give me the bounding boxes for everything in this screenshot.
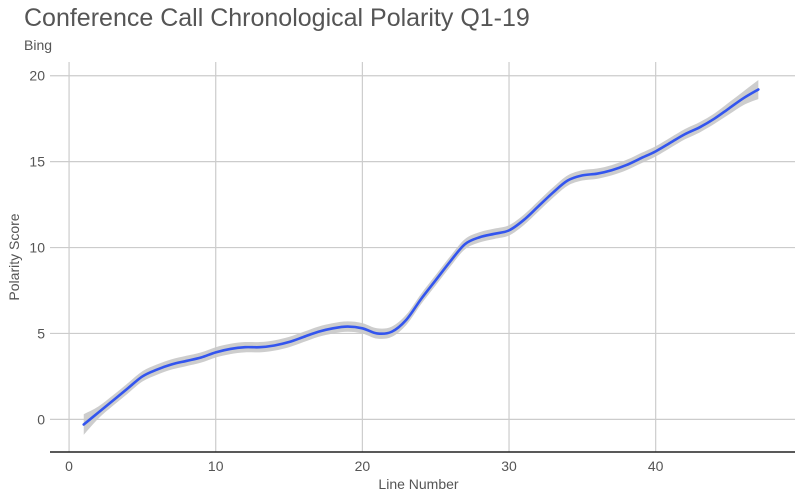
- y-tick-label: 15: [29, 154, 45, 170]
- x-tick-label: 20: [355, 458, 371, 474]
- tick-labels: 0 10 20 30 40 0 5 10 15 20: [29, 68, 663, 474]
- series-line-path: [82, 88, 760, 426]
- y-tick-label: 10: [29, 240, 45, 256]
- x-tick-label: 40: [648, 458, 664, 474]
- x-tick-label: 10: [208, 458, 224, 474]
- y-tick-label: 5: [37, 325, 45, 341]
- y-tick-label: 20: [29, 68, 45, 84]
- chart-title: Conference Call Chronological Polarity Q…: [24, 4, 530, 32]
- series-line: [82, 88, 760, 426]
- x-tick-label: 0: [65, 458, 73, 474]
- grid-lines: [50, 62, 795, 452]
- y-tick-label: 0: [37, 411, 45, 427]
- confidence-band: [83, 80, 759, 435]
- confidence-band-area: [83, 80, 759, 435]
- chart-subtitle: Bing: [24, 37, 53, 53]
- y-axis-label: Polarity Score: [6, 213, 22, 300]
- x-axis-label: Line Number: [378, 476, 458, 492]
- x-tick-label: 30: [501, 458, 517, 474]
